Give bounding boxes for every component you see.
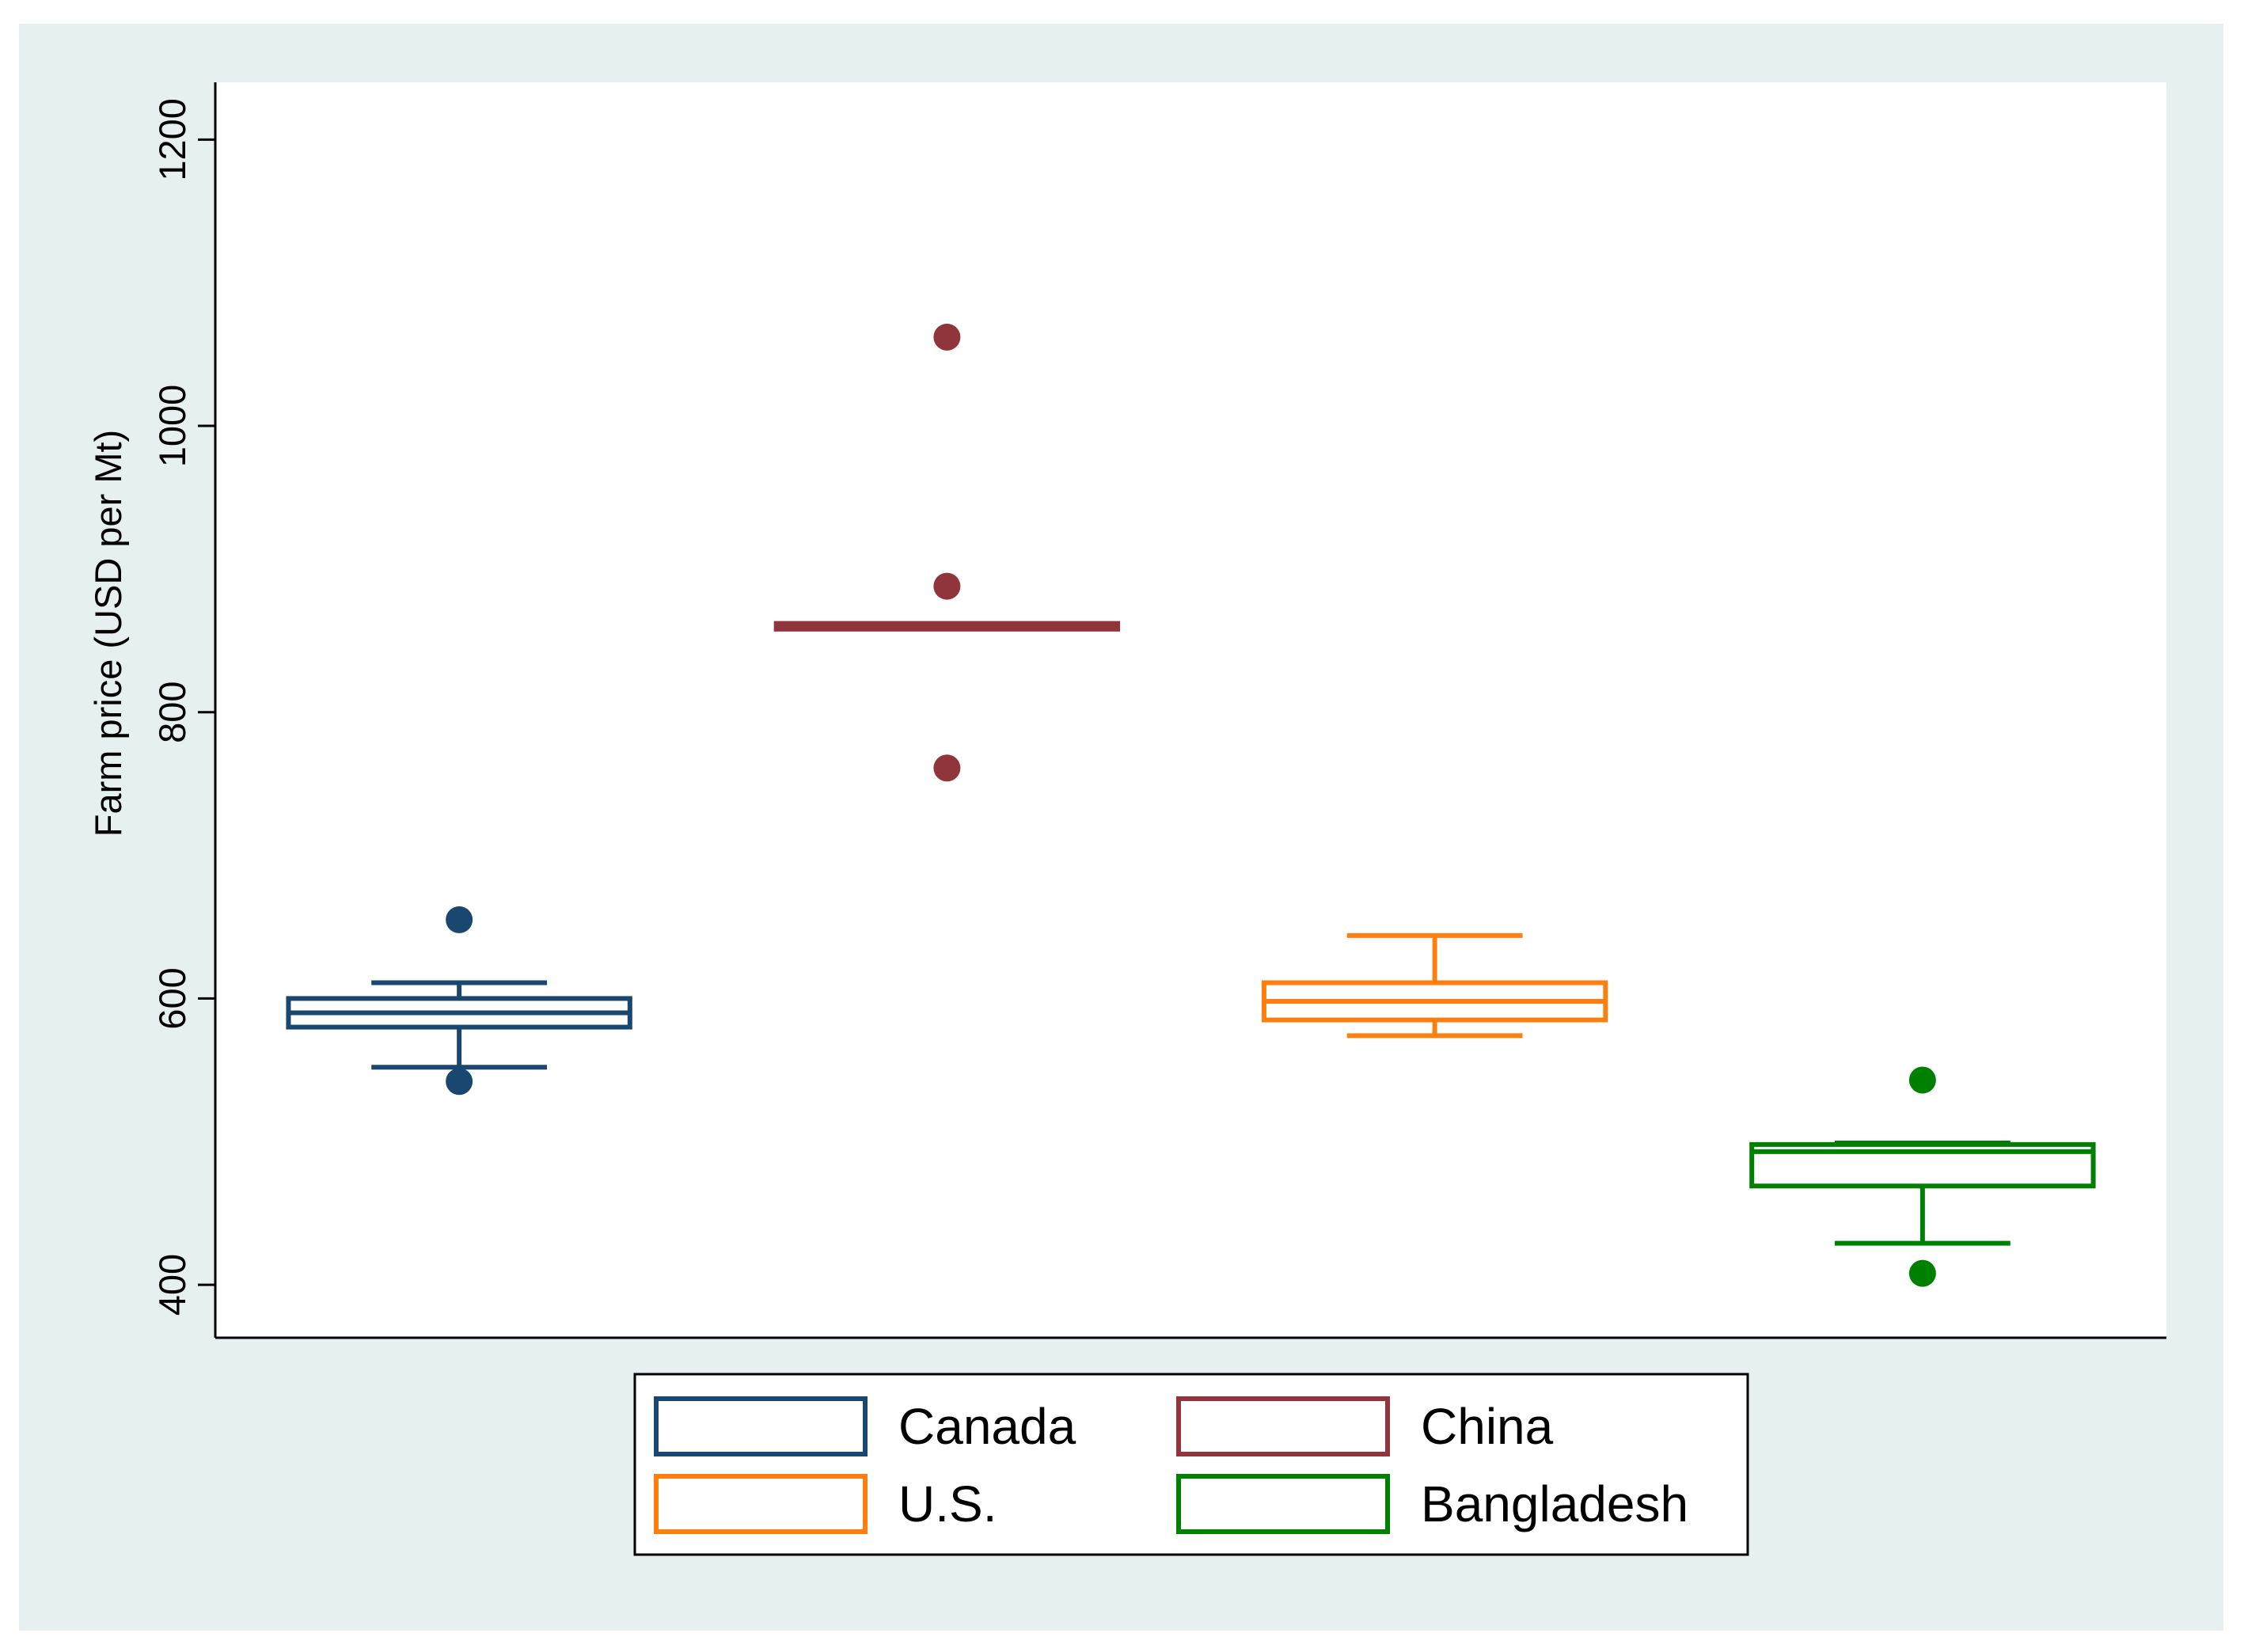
outlier-point-china-1 — [933, 572, 961, 600]
legend-key-china — [1176, 1396, 1390, 1456]
box-u-s — [1261, 932, 1608, 1039]
outlier-point-canada-0 — [446, 1068, 473, 1096]
y-tick-label-800: 800 — [151, 682, 193, 743]
legend-label-u-s: U.S. — [898, 1475, 997, 1532]
y-tick-label-1000: 1000 — [151, 385, 193, 468]
y-axis: 400 600 800 1000 1200 — [151, 98, 215, 1316]
chart-marks — [286, 323, 2096, 1287]
box-china — [773, 323, 1121, 782]
outlier-point-china-0 — [933, 754, 961, 782]
box-bangladesh — [1749, 1066, 2096, 1287]
y-tick-label-1200: 1200 — [151, 98, 193, 181]
box-canada — [286, 906, 632, 1096]
legend: Canada China U.S. Bangladesh — [633, 1373, 1749, 1556]
y-tick-label-400: 400 — [151, 1254, 193, 1316]
legend-label-china: China — [1421, 1398, 1554, 1455]
legend-frame — [633, 1373, 1749, 1556]
outlier-point-china-2 — [933, 323, 961, 351]
outlier-point-bangladesh-0 — [1908, 1259, 1936, 1287]
y-tick-label-600: 600 — [151, 967, 193, 1029]
outlier-point-bangladesh-1 — [1908, 1066, 1936, 1094]
legend-key-bangladesh — [1176, 1474, 1390, 1534]
legend-key-canada — [654, 1396, 868, 1456]
outlier-point-canada-1 — [446, 906, 473, 933]
y-axis-title: Farm price (USD per Mt) — [87, 430, 129, 837]
iqr-box-bangladesh — [1749, 1141, 2096, 1189]
plot-area — [215, 82, 2166, 1338]
legend-label-canada: Canada — [898, 1398, 1076, 1455]
legend-key-u-s — [654, 1474, 868, 1534]
legend-label-bangladesh: Bangladesh — [1421, 1475, 1688, 1532]
